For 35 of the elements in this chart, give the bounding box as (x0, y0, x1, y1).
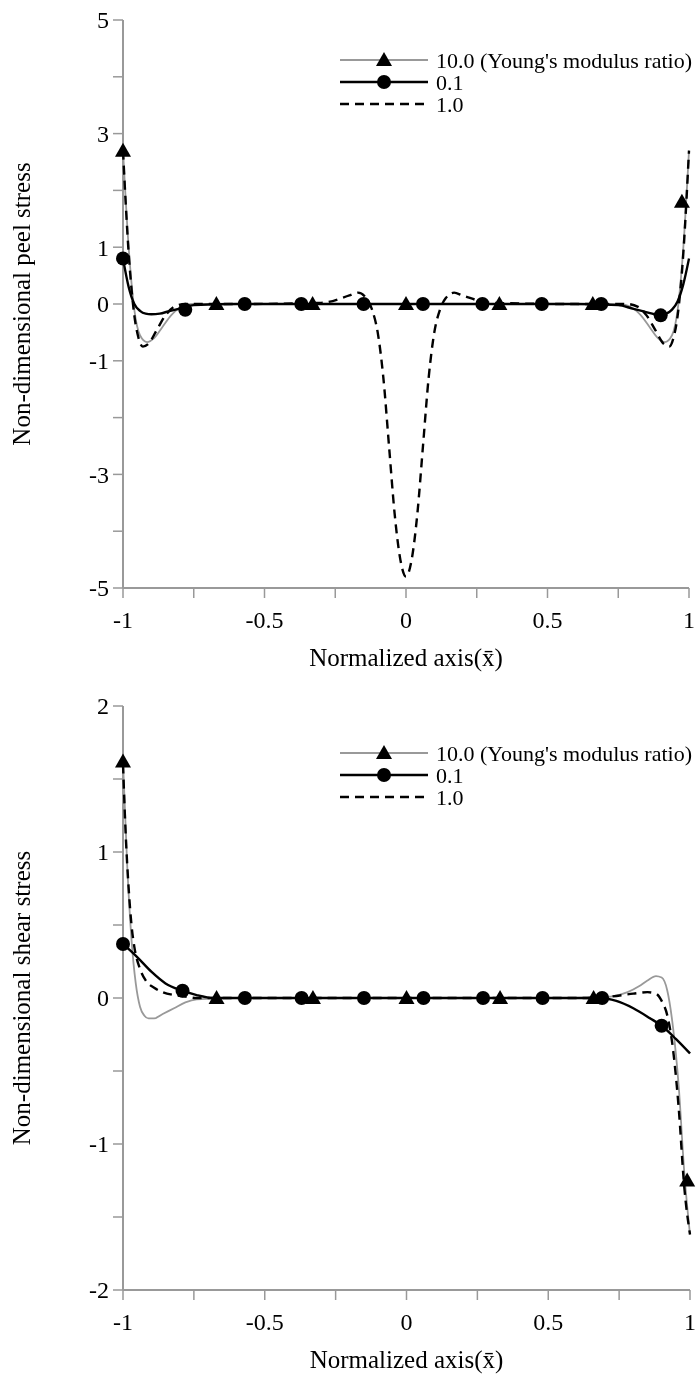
y-tick-label: 2 (97, 693, 109, 720)
y-tick-label: -2 (89, 1277, 109, 1304)
y-tick-label: -1 (89, 348, 109, 375)
y-tick-label: 3 (97, 121, 109, 147)
x-tick-label: 1 (683, 607, 695, 633)
point (116, 936, 130, 951)
point (116, 251, 130, 266)
x-tick-label: 1 (684, 1309, 696, 1335)
y-tick-label: 5 (97, 7, 109, 34)
y-tick-label: 0 (97, 291, 109, 318)
y-tick-label: -3 (89, 461, 109, 488)
x-axis-title: Normalized axis(x̄) (309, 644, 503, 672)
x-tick-label: -1 (113, 607, 133, 633)
x-tick-label: 0.5 (532, 607, 563, 633)
point (415, 297, 430, 311)
x-tick-label: -1 (113, 1309, 133, 1335)
y-tick-label: 1 (97, 839, 109, 866)
point (356, 297, 371, 311)
x-tick-label: 0 (400, 1309, 413, 1335)
x-tick-label: 0.5 (533, 1309, 564, 1335)
point (654, 1018, 669, 1033)
point (115, 142, 131, 157)
y-tick-label: -1 (89, 1131, 109, 1158)
x-tick-label: -0.5 (245, 1309, 284, 1335)
point (673, 193, 690, 208)
point (679, 1172, 696, 1187)
y-tick-label: 0 (97, 985, 109, 1012)
y-axis-title: Non-dimensional peel stress (8, 162, 35, 446)
x-tick-label: -0.5 (245, 607, 284, 633)
x-tick-label: 0 (400, 607, 412, 633)
y-tick-label: -5 (89, 575, 109, 602)
y-tick-label: 1 (97, 234, 109, 261)
point (653, 308, 668, 323)
x-axis-title: Normalized axis(x̄) (309, 1346, 504, 1374)
y-axis-title: Non-dimensional shear stress (8, 850, 35, 1146)
